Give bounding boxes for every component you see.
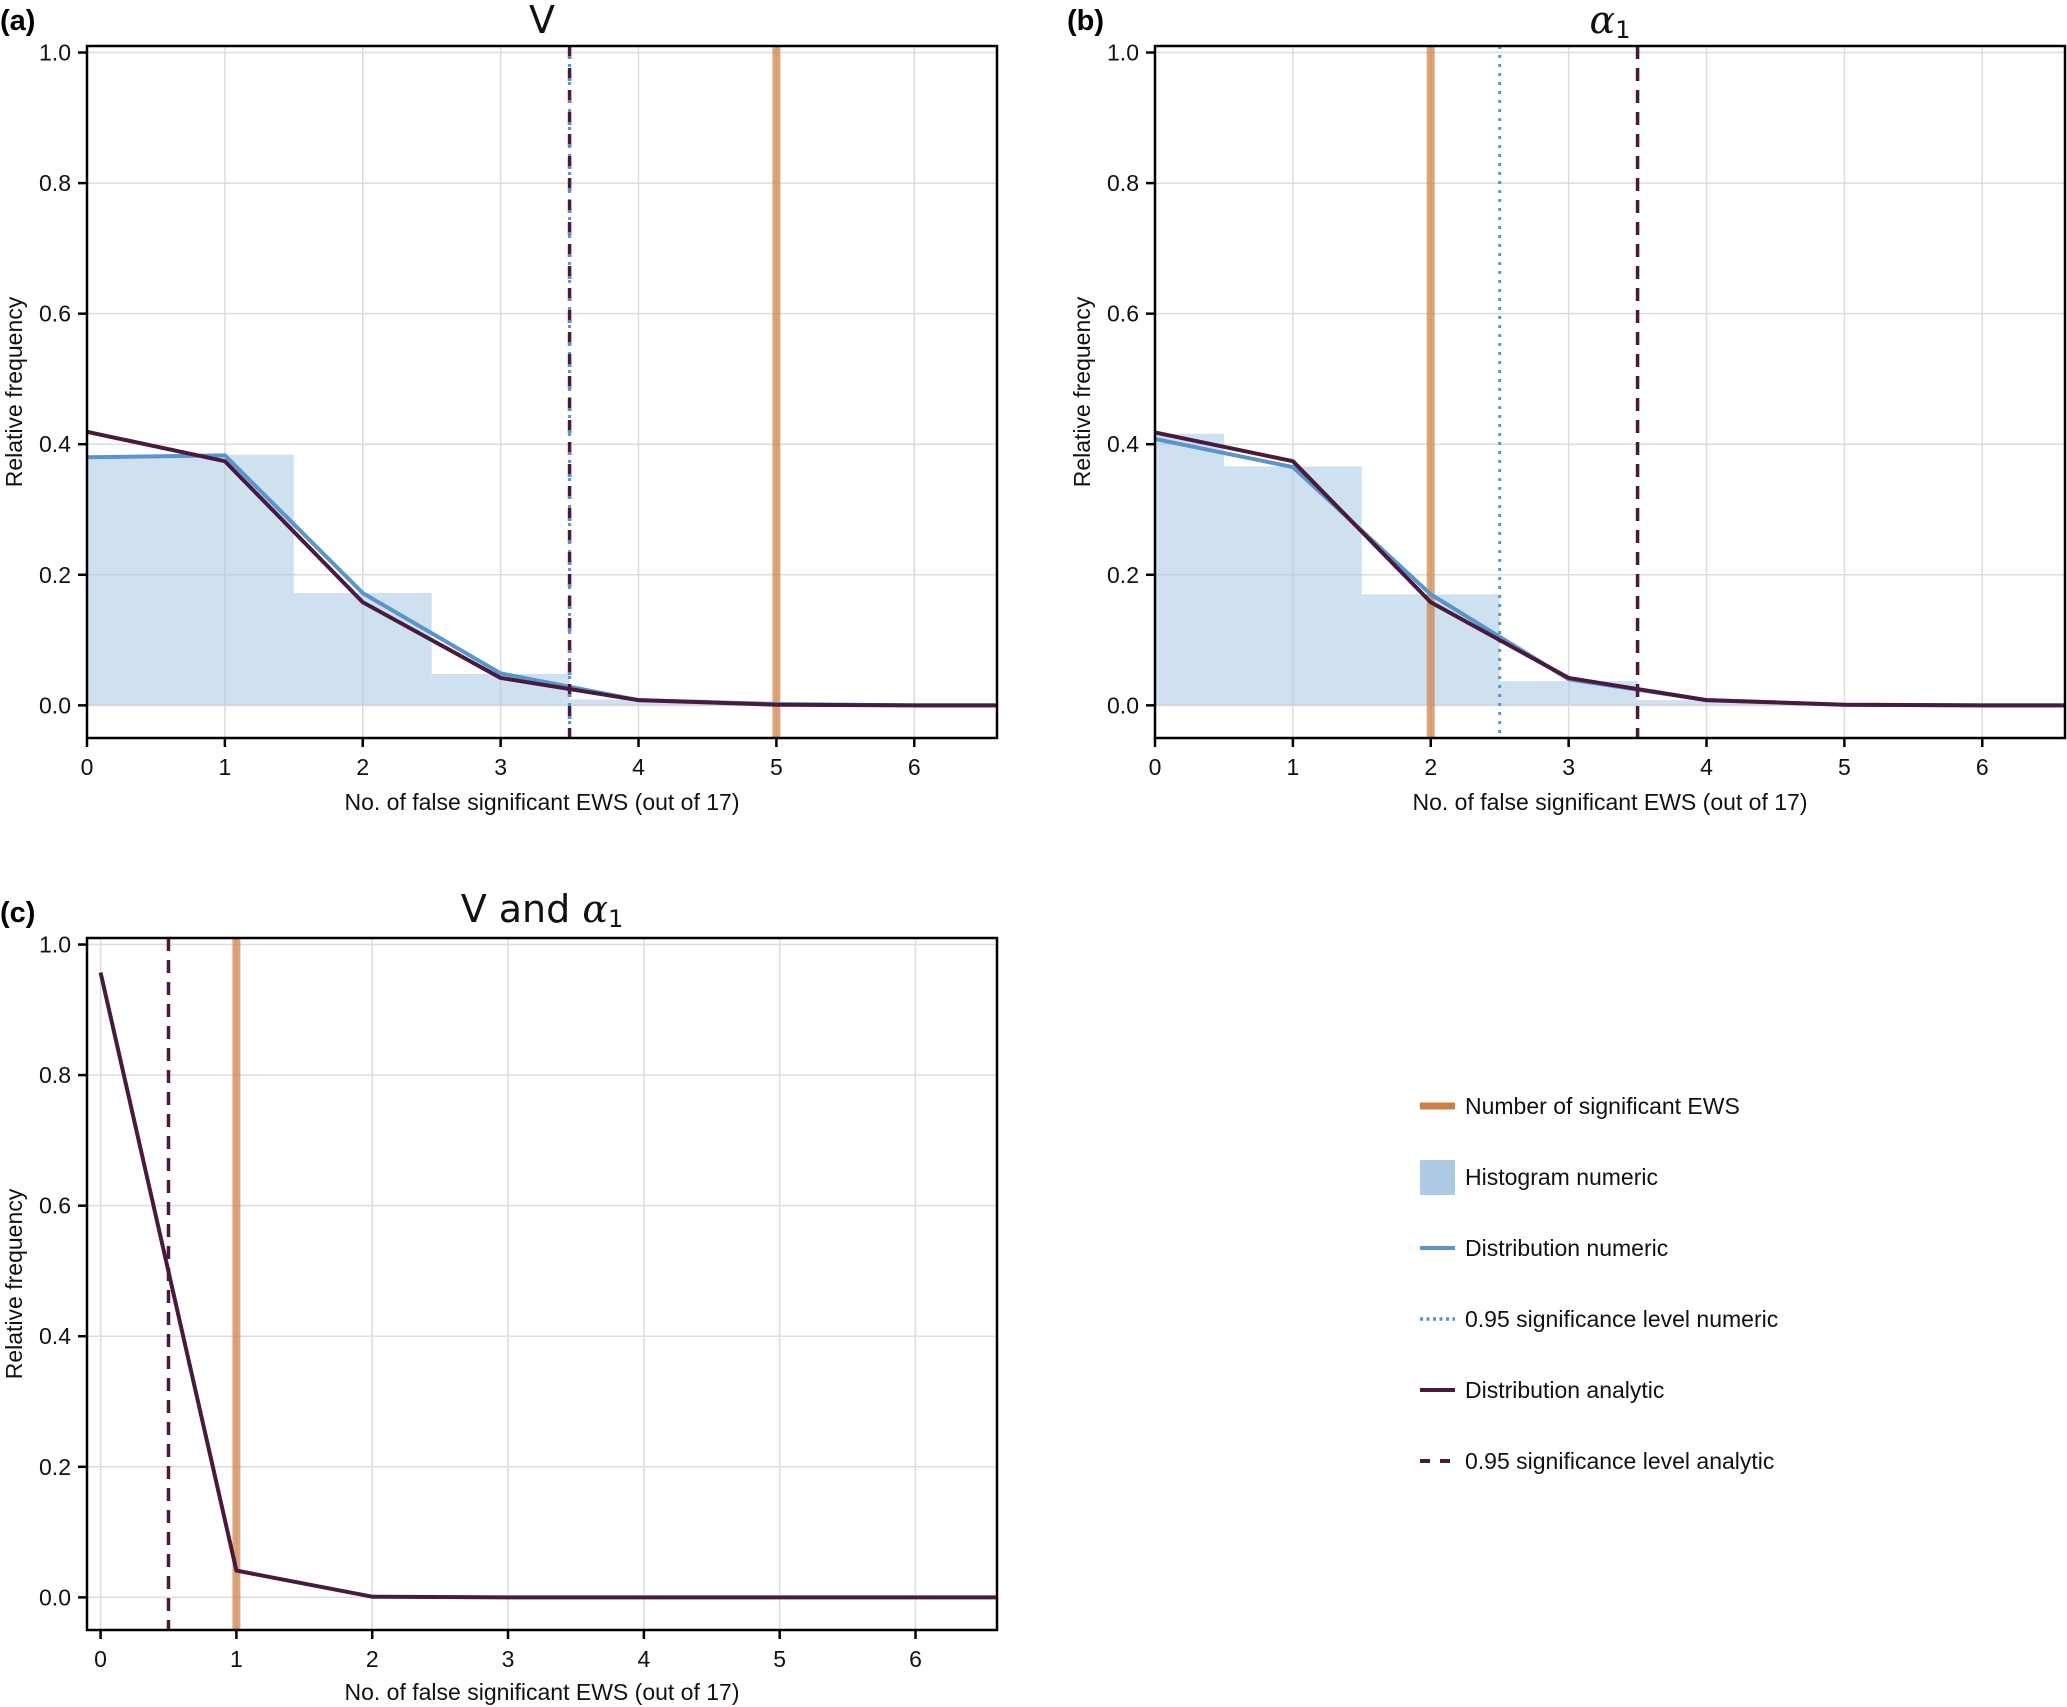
legend-label: Histogram numeric: [1465, 1164, 1658, 1190]
panel-b-xtick-label: 4: [1700, 754, 1713, 780]
panel-c-frame: [85, 936, 999, 1632]
panel-c-distribution-analytic-line: [98, 972, 997, 1600]
panel-b: (b) α1 0 1 2 3 4 5 60.00.20.40.60.81.0 No. of …: [1067, 0, 2067, 815]
panel-c-ytick-label: 0.0: [39, 1584, 71, 1610]
panel-c-ytick-label: 0.2: [39, 1454, 71, 1480]
panel-a-ytick-label: 0.0: [39, 692, 71, 718]
panel-b-plot-area: 0 1 2 3 4 5 6 0.0 0.2 0.4 0.6 0.8 1.0: [1107, 40, 2067, 780]
panel-c-ytick-label: 1.0: [39, 932, 71, 958]
panel-a-ytick-label: 0.4: [39, 431, 71, 457]
panel-b-xtick-label: 6: [1976, 754, 1989, 780]
panel-c-xtick-label: 6: [909, 1646, 922, 1672]
panel-a-ylabel: Relative frequency: [1, 296, 27, 487]
panel-b-ytick-label: 0.4: [1107, 431, 1139, 457]
panel-a-histogram-bar: [293, 593, 432, 706]
panel-b-ytick-label: 1.0: [1107, 40, 1139, 66]
panel-b-histogram-bar: [1223, 466, 1362, 706]
panel-b-title-greek: α: [1590, 0, 1616, 42]
panel-c-tag: (c): [0, 897, 35, 929]
panel-a-xtick-label: 5: [770, 754, 783, 780]
panel-c-xtick-label: 4: [637, 1646, 650, 1672]
panel-c-xtick-label: 2: [366, 1646, 379, 1672]
panel-a: (a) V 0 1 2 3 4 5 6 0.0 0.2 0.4 0.6 0.8 1.0 No. of f…: [0, 0, 999, 815]
panel-a-histogram-bar: [87, 457, 156, 706]
legend-item: Distribution numeric: [1420, 1235, 1668, 1261]
panel-c-ylabel: Relative frequency: [1, 1188, 27, 1379]
panel-c-title-subscript: 1: [608, 905, 623, 933]
legend-label: Distribution numeric: [1465, 1235, 1668, 1261]
panel-a-xtick-label: 2: [356, 754, 369, 780]
panel-a-marks: [87, 46, 997, 738]
panel-a-tag: (a): [0, 5, 35, 37]
panel-c: (c) V and α1 0 1 2 3 4 5 60.00.20.40.60.81.0 N…: [0, 887, 999, 1705]
panel-c-ytick-label: 0.6: [39, 1193, 71, 1219]
panel-a-distribution-analytic-line: [87, 429, 997, 708]
panel-b-xtick-label: 1: [1286, 754, 1299, 780]
legend-item: 0.95 significance level numeric: [1420, 1306, 1778, 1332]
panel-b-ytick-label: 0.2: [1107, 562, 1139, 588]
panel-c-xlabel: No. of false significant EWS (out of 17): [344, 1679, 739, 1705]
panel-b-xtick-label: 3: [1562, 754, 1575, 780]
panel-a-xtick-label: 1: [218, 754, 231, 780]
panel-c-title: V and α1: [461, 887, 624, 933]
panel-a-title-text: V: [529, 0, 555, 42]
panel-b-ytick-label: 0.8: [1107, 170, 1139, 196]
panel-a-frame: [85, 44, 999, 740]
panel-c-title-text: V and: [461, 887, 583, 931]
panel-b-title-subscript: 1: [1615, 16, 1630, 44]
panel-b-xlabel: No. of false significant EWS (out of 17): [1412, 789, 1807, 815]
legend-label: 0.95 significance level numeric: [1465, 1306, 1778, 1332]
panel-b-ytick-label: 0.6: [1107, 301, 1139, 327]
panel-a-histogram-bar: [569, 699, 708, 706]
panel-c-title-greek: α: [582, 887, 608, 931]
panel-a-xtick-label: 4: [632, 754, 645, 780]
panel-b-histogram-bar: [1155, 433, 1224, 706]
legend-label: 0.95 significance level analytic: [1465, 1448, 1774, 1474]
panel-a-ytick-label: 0.8: [39, 170, 71, 196]
panel-b-ytick-label: 0.0: [1107, 692, 1139, 718]
panel-c-ytick-label: 0.8: [39, 1062, 71, 1088]
panel-a-ytick-label: 1.0: [39, 40, 71, 66]
panel-a-ytick-label: 0.2: [39, 562, 71, 588]
legend: Number of significant EWS Histogram numer…: [1420, 1093, 1778, 1474]
legend-swatch-histogram: [1420, 1160, 1455, 1195]
panel-b-frame: [1153, 44, 2067, 740]
panel-b-xtick-label: 2: [1424, 754, 1437, 780]
legend-item: Distribution analytic: [1420, 1377, 1664, 1403]
panel-c-plot-area: 0 1 2 3 4 5 6 0.0 0.2 0.4 0.6 0.8 1.0: [39, 932, 999, 1672]
panel-a-xtick-label: 0: [81, 754, 94, 780]
panel-b-title: α1: [1590, 0, 1631, 44]
panel-b-histogram-bar: [1637, 700, 1776, 706]
panel-a-ytick-label: 0.6: [39, 301, 71, 327]
panel-b-ylabel: Relative frequency: [1069, 296, 1095, 487]
legend-item: 0.95 significance level analytic: [1420, 1448, 1774, 1474]
panel-a-histogram-bar: [155, 454, 294, 706]
legend-item: Number of significant EWS: [1420, 1093, 1740, 1119]
panel-c-ytick-label: 0.4: [39, 1323, 71, 1349]
panel-c-xtick-label: 1: [230, 1646, 243, 1672]
panel-a-title: V: [529, 0, 555, 42]
panel-a-xlabel: No. of false significant EWS (out of 17): [344, 789, 739, 815]
panel-b-marks: [1155, 46, 2065, 738]
panel-b-tag: (b): [1067, 5, 1104, 37]
panel-c-xtick-label: 3: [502, 1646, 515, 1672]
legend-label: Number of significant EWS: [1465, 1093, 1740, 1119]
panel-c-xtick-label: 0: [94, 1646, 107, 1672]
legend-item: Histogram numeric: [1420, 1160, 1658, 1195]
panel-b-xtick-label: 5: [1838, 754, 1851, 780]
panel-a-xtick-label: 3: [494, 754, 507, 780]
panel-c-xtick-label: 5: [773, 1646, 786, 1672]
panel-b-xtick-label: 0: [1149, 754, 1162, 780]
panel-b-distribution-analytic-line: [1155, 430, 2065, 708]
panel-a-plot-area: 0 1 2 3 4 5 6 0.0 0.2 0.4 0.6 0.8 1.0: [39, 40, 999, 780]
panel-c-marks: [98, 938, 997, 1630]
panel-a-xtick-label: 6: [908, 754, 921, 780]
legend-label: Distribution analytic: [1465, 1377, 1664, 1403]
